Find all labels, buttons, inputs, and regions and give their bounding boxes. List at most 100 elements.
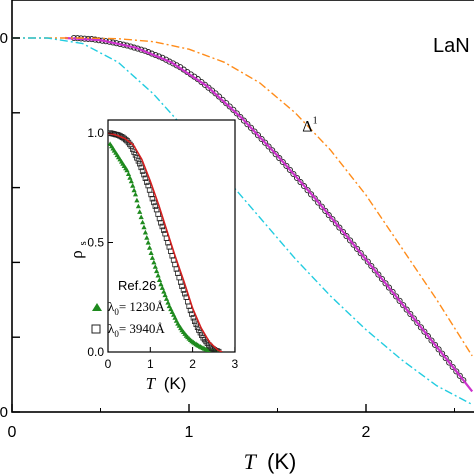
inset-square-point <box>131 149 137 155</box>
main-data-point <box>290 170 297 178</box>
main-data-point <box>417 324 424 331</box>
inset-triangle-point <box>141 224 147 230</box>
inset-triangle-point <box>162 292 168 298</box>
main-data-point <box>403 306 410 313</box>
inset-triangle-point <box>134 197 140 203</box>
main-data-point <box>240 117 247 124</box>
main-x-tick-label: 0 <box>8 424 17 441</box>
main-data-point <box>332 220 339 227</box>
main-data-point <box>219 96 226 103</box>
inset-triangle-point <box>130 183 136 188</box>
inset-square-point <box>124 137 130 144</box>
main-data-point <box>318 203 325 210</box>
main-data-point <box>322 207 329 214</box>
inset-triangle-point <box>144 235 150 240</box>
inset-square-point <box>191 318 198 324</box>
inset-y-tick-label: 1.0 <box>87 126 104 140</box>
main-data-point <box>456 372 463 379</box>
inset-square-point <box>200 335 206 341</box>
main-data-point <box>272 151 279 158</box>
main-data-point <box>414 319 421 326</box>
inset-legend-title: Ref.26 <box>118 278 156 293</box>
main-data-point <box>301 183 308 190</box>
inset-plot: 0 1 2 3 0.0 0.5 1.0 ρ s T (K) Ref.26 λ0= 1230… <box>67 119 239 393</box>
main-data-point <box>460 377 467 384</box>
main-data-point <box>244 121 251 128</box>
main-data-point <box>279 158 286 166</box>
inset-square-point <box>156 215 163 222</box>
inset-y-axis-symbol: ρ <box>67 250 86 258</box>
main-data-point <box>329 216 336 223</box>
inset-triangle-point <box>145 239 151 245</box>
main-series-group <box>12 34 474 406</box>
inset-triangle-point <box>155 272 161 278</box>
main-data-point <box>439 350 446 357</box>
main-x-axis-label: T (K) <box>244 449 297 474</box>
inset-fit-line <box>108 132 223 352</box>
inset-series-group <box>108 130 223 352</box>
inset-x-axis-unit: (K) <box>164 374 187 393</box>
main-plot-frame <box>11 0 474 413</box>
main-data-point <box>378 275 385 282</box>
inset-x-axis-symbol: T <box>146 374 157 393</box>
main-annotation: LaN <box>433 35 470 57</box>
main-data-point <box>308 191 315 198</box>
inset-square-point <box>159 223 165 230</box>
main-data-point <box>251 128 258 135</box>
main-data-point <box>375 271 382 278</box>
inset-triangle-point <box>147 245 153 250</box>
inset-triangle-point <box>151 259 157 265</box>
main-dashdot-curve <box>12 37 473 357</box>
inset-triangle-point <box>161 289 167 294</box>
main-data-point <box>357 250 364 257</box>
inset-square-point <box>149 195 156 202</box>
main-dashdot-curve <box>12 37 473 406</box>
main-data-point <box>223 100 230 107</box>
inset-square-point <box>151 199 157 206</box>
legend-triangle-icon <box>92 303 102 311</box>
inset-triangle-point <box>149 255 155 260</box>
inset-square-point <box>123 136 129 143</box>
inset-x-axis-label: T (K) <box>146 374 187 393</box>
inset-square-point <box>148 191 154 198</box>
inset-square-point <box>152 203 158 209</box>
main-data-point <box>265 143 272 150</box>
main-data-point <box>347 237 354 244</box>
main-data-point <box>343 233 350 240</box>
inset-square-point <box>141 171 147 178</box>
main-data-point <box>410 315 417 322</box>
inset-square-point <box>190 315 197 321</box>
inset-triangle-point <box>159 285 165 290</box>
main-data-point <box>435 346 442 353</box>
main-data-point <box>393 293 400 300</box>
inset-y-tick-label: 0.0 <box>87 345 104 359</box>
inset-square-point <box>138 164 144 171</box>
main-data-point <box>453 368 460 375</box>
main-data-point <box>201 81 208 88</box>
main-data-point <box>283 162 290 169</box>
inset-square-point <box>173 266 180 272</box>
main-data-point <box>350 241 357 248</box>
inset-triangle-point <box>140 219 146 225</box>
inset-triangle-point <box>125 171 132 176</box>
legend-entry-label: λ0= 3940Å <box>108 321 165 339</box>
main-data-point <box>446 359 453 366</box>
main-data-point <box>230 106 237 113</box>
main-x-axis-symbol: T <box>244 449 258 474</box>
inset-triangle-point <box>154 268 160 274</box>
main-fit-line <box>65 36 474 393</box>
main-data-point <box>226 103 233 110</box>
main-x-tick-label: 1 <box>185 424 194 441</box>
inset-square-point <box>158 220 164 226</box>
legend-square-icon <box>91 324 101 334</box>
inset-x-tick-label: 3 <box>232 357 239 371</box>
inset-triangle-point <box>135 203 141 209</box>
main-data-point <box>400 302 407 309</box>
main-data-point <box>385 284 393 291</box>
main-data-point <box>254 132 262 139</box>
inset-triangle-point <box>138 214 144 220</box>
inset-legend: λ0= 1230Å λ0= 3940Å <box>91 299 165 339</box>
inset-triangle-point <box>156 277 163 282</box>
